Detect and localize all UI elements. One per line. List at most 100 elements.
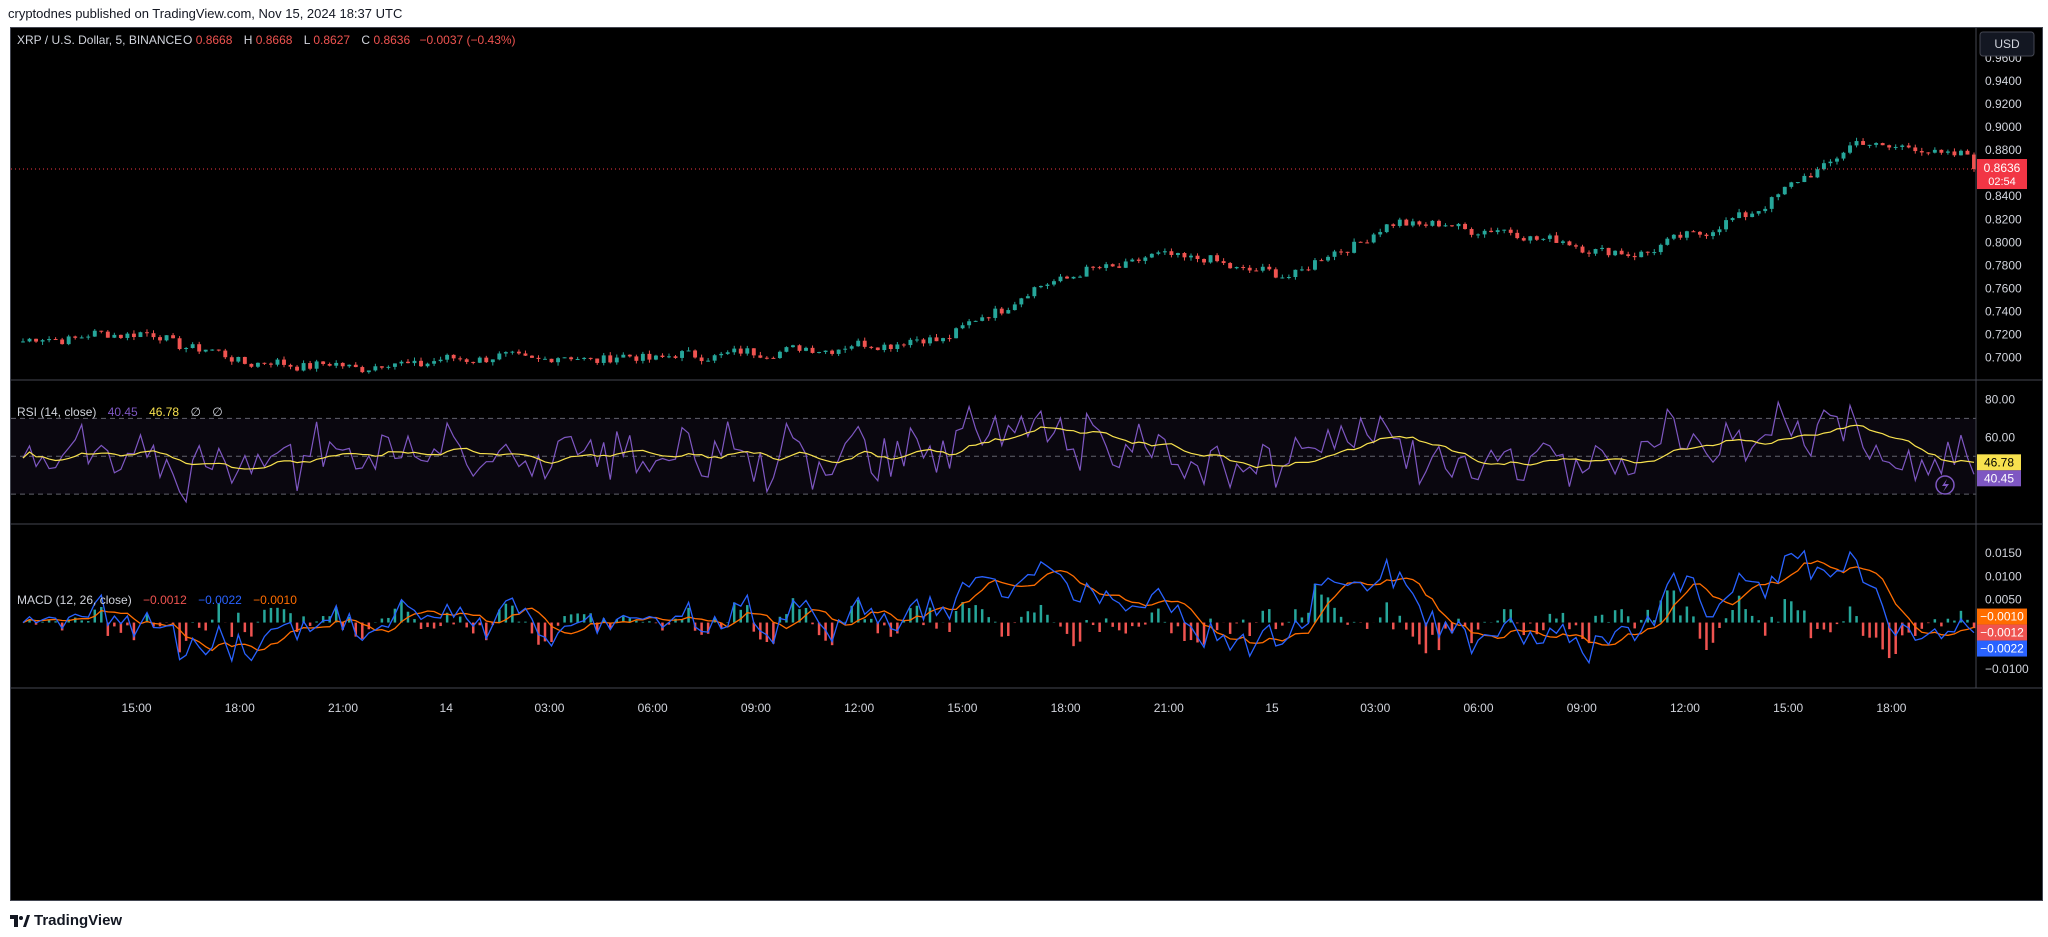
candle-body	[777, 351, 782, 359]
lightning-icon[interactable]	[1935, 475, 1955, 495]
candle-body	[1286, 276, 1291, 278]
candle-body	[986, 317, 991, 319]
candle-body	[1945, 151, 1950, 153]
candle-body	[1952, 151, 1957, 156]
tradingview-logo-icon	[10, 914, 30, 927]
candle-body	[1436, 220, 1441, 227]
time-axis-label: 06:00	[638, 701, 668, 715]
candle-body	[1717, 229, 1722, 233]
candle-body	[99, 330, 104, 332]
candle-body	[184, 348, 189, 350]
candle-body	[673, 356, 678, 358]
macd-axis-label: 0.0150	[1985, 546, 2022, 560]
candle-body	[1012, 304, 1017, 311]
macd-signal-value: −0.0010	[253, 593, 297, 607]
candle-body	[1149, 253, 1154, 258]
candle-body	[745, 348, 750, 354]
candle-body	[1450, 225, 1454, 227]
candle-body	[1737, 212, 1742, 219]
candle-body	[1430, 220, 1435, 226]
candle-body	[523, 353, 528, 356]
price-axis-label: 0.8400	[1985, 189, 2022, 203]
candle-body	[1874, 143, 1879, 145]
candle-body	[1006, 310, 1011, 314]
symbol-title: XRP / U.S. Dollar, 5, BINANCE	[17, 33, 182, 47]
currency-button[interactable]: USD	[1979, 31, 2035, 57]
candle-body	[1482, 230, 1487, 235]
candle-body	[908, 339, 913, 346]
candle-body	[712, 355, 717, 361]
candle-body	[1025, 296, 1030, 299]
candle-body	[1313, 260, 1317, 270]
candle-body	[236, 356, 241, 362]
candle-body	[275, 359, 280, 365]
candle-body	[190, 344, 195, 349]
macd-axis-label: 0.0050	[1985, 592, 2022, 606]
candle-body	[1560, 241, 1565, 243]
candle-body	[862, 340, 867, 347]
candle-body	[1423, 224, 1428, 226]
candle-body	[282, 359, 286, 365]
candle-body	[601, 355, 606, 363]
candle-body	[131, 333, 136, 338]
candle-body	[980, 317, 985, 321]
chart-frame[interactable]: 0.96000.94000.92000.90000.88000.86000.84…	[10, 27, 2043, 901]
publisher-line: cryptodnes published on TradingView.com,…	[8, 6, 403, 21]
candle-body	[1750, 213, 1755, 218]
price-axis-label: 0.7600	[1985, 281, 2022, 295]
candle-body	[804, 347, 808, 351]
candle-body	[79, 337, 84, 339]
candle-body	[177, 338, 182, 350]
candle-body	[1730, 218, 1735, 221]
candle-body	[471, 361, 476, 363]
candle-body	[1306, 269, 1311, 271]
macd-badge-label: −0.0022	[1980, 642, 2024, 656]
candle-body	[595, 358, 600, 363]
ohlc-c-label: C	[361, 33, 370, 47]
candle-body	[1645, 251, 1650, 253]
candle-body	[1613, 250, 1618, 256]
candle-body	[1084, 266, 1089, 277]
footer[interactable]: TradingView	[10, 912, 122, 929]
candle-body	[562, 357, 567, 359]
candle-body	[1639, 251, 1644, 258]
time-axis-label: 03:00	[1360, 701, 1390, 715]
candle-body	[373, 366, 378, 371]
footer-brand: TradingView	[34, 912, 123, 929]
candle-body	[419, 360, 423, 367]
candle-body	[301, 363, 306, 371]
candle-body	[588, 357, 593, 359]
candle-body	[1123, 261, 1128, 268]
currency-button-label[interactable]: USD	[1994, 37, 2020, 51]
candle-body	[888, 344, 893, 350]
candle-body	[901, 344, 906, 346]
candle-body	[1495, 230, 1500, 233]
macd-hist-badge-label: −0.0012	[1980, 626, 2024, 640]
candle-body	[660, 355, 665, 357]
candle-body	[145, 332, 149, 334]
candle-body	[458, 358, 463, 360]
macd-hist-value: −0.0012	[143, 593, 187, 607]
price-axis-label: 0.7000	[1985, 350, 2022, 364]
candle-body	[1626, 254, 1631, 256]
candle-body	[764, 357, 769, 359]
candle-body	[614, 357, 619, 363]
candle-body	[1913, 147, 1918, 152]
candle-body	[1345, 251, 1350, 253]
candle-body	[1939, 149, 1944, 153]
candle-body	[1521, 238, 1526, 241]
candle-body	[1658, 244, 1663, 253]
rsi-empty-1: ∅	[190, 405, 200, 419]
candle-body	[1241, 267, 1246, 269]
candle-body	[1906, 145, 1911, 148]
candle-body	[1606, 247, 1611, 256]
time-axis-label: 18:00	[225, 701, 255, 715]
candle-body	[1260, 266, 1265, 271]
time-axis-label: 18:00	[1051, 701, 1081, 715]
candle-body	[1417, 221, 1422, 225]
chart-svg[interactable]: 0.96000.94000.92000.90000.88000.86000.84…	[11, 28, 2042, 900]
macd-value: −0.0022	[198, 593, 242, 607]
candle-body	[1835, 158, 1839, 162]
rsi-pane: 80.00 60.00 46.78 40.45	[11, 392, 2021, 504]
candle-body	[203, 349, 208, 352]
